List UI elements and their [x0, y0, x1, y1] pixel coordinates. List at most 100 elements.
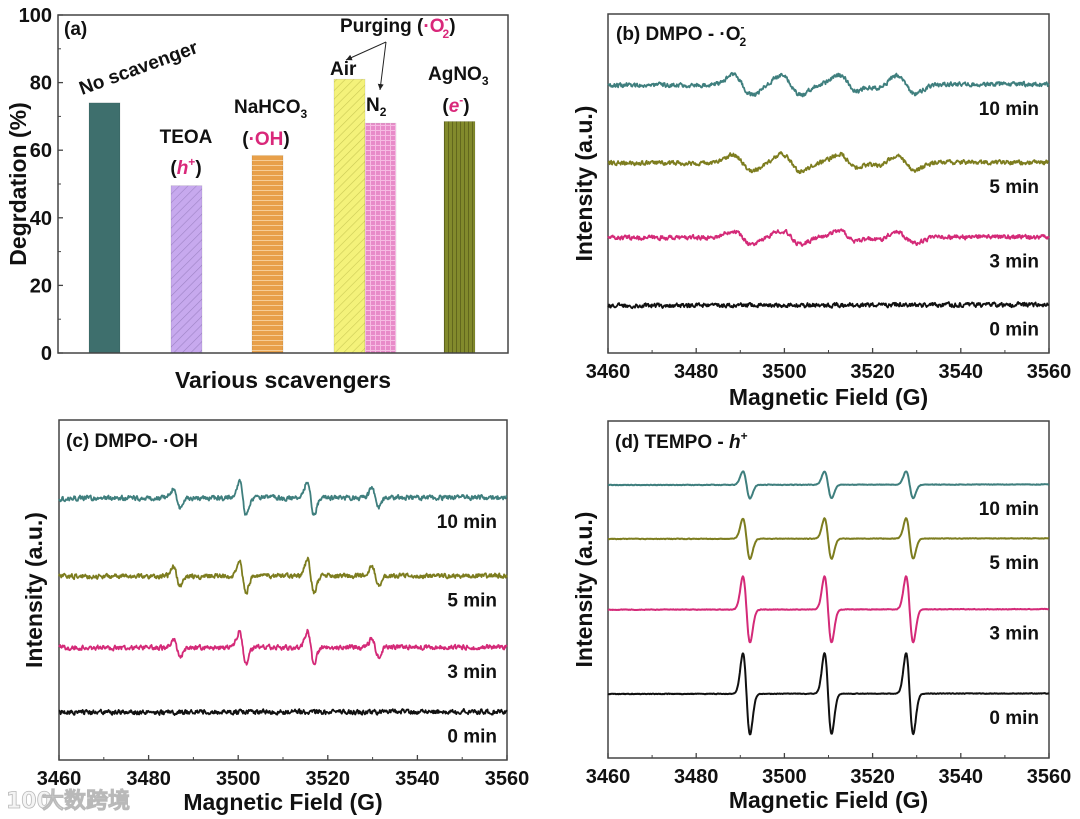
- spectrum-line: [58, 628, 508, 666]
- x-axis-title: Magnetic Field (G): [183, 789, 382, 815]
- y-axis-title: Degrdation (%): [5, 102, 31, 266]
- annotation-purging: Purging (·O-2): [340, 12, 456, 41]
- series-0-min: 0 min: [58, 708, 508, 747]
- spectrum-line: [607, 575, 1050, 644]
- spectrum-line: [607, 517, 1050, 560]
- x-tick-label: 3560: [485, 768, 530, 790]
- y-tick-label: 20: [30, 275, 52, 297]
- arrow-to-n2: [377, 41, 387, 91]
- series-3-min: 3 min: [607, 575, 1050, 645]
- series-label: 5 min: [989, 553, 1039, 574]
- bars: [88, 78, 476, 354]
- series-label: 5 min: [447, 590, 497, 611]
- series-5-min: 5 min: [607, 517, 1050, 574]
- y-axis-title: Intensity (a.u.): [571, 106, 597, 262]
- bar-n2: [364, 122, 397, 354]
- panel-label: (b) DMPO - ·O-2: [616, 20, 747, 49]
- x-tick-label: 3520: [850, 766, 895, 788]
- series-label: 3 min: [989, 252, 1039, 273]
- spectrum-line: [58, 478, 508, 516]
- x-tick-label: 3500: [216, 768, 261, 790]
- series-0-min: 0 min: [607, 301, 1050, 341]
- series-label: 10 min: [979, 99, 1039, 120]
- x-tick-label: 3560: [1027, 361, 1072, 383]
- watermark-logo: 100: [6, 789, 52, 814]
- annotation-teoa: TEOA: [160, 127, 213, 148]
- annotation-agno3-species: (e-): [442, 93, 469, 117]
- bar-fill: [88, 102, 121, 354]
- spectrum-line: [607, 301, 1050, 310]
- series-label: 0 min: [989, 320, 1039, 341]
- x-tick-label: 3460: [37, 768, 82, 790]
- series-label: 0 min: [989, 708, 1039, 729]
- y-ticks: 0 20 40 60 80 100: [19, 5, 63, 365]
- annotation-agno3: AgNO3: [428, 64, 489, 88]
- bar-air: [333, 78, 366, 354]
- spectrum-line: [607, 228, 1050, 247]
- y-tick-label: 0: [41, 343, 52, 365]
- x-tick-label: 3460: [586, 766, 631, 788]
- series-3-min: 3 min: [58, 628, 508, 683]
- series-5-min: 5 min: [58, 556, 508, 611]
- series-10-min: 10 min: [607, 71, 1050, 120]
- annotation-teoa-species: (h+): [170, 155, 201, 179]
- series-label: 3 min: [447, 662, 497, 683]
- y-axis-title: Intensity (a.u.): [21, 512, 47, 668]
- series-label: 0 min: [447, 726, 497, 747]
- plot-frame: [58, 419, 508, 761]
- spectrum-line: [607, 71, 1050, 98]
- series-label: 3 min: [989, 624, 1039, 645]
- panel-a-bar-chart: 0 20 40 60 80 100 (a) Degrdation (%) Various …: [5, 5, 509, 393]
- bar-agno3: [443, 121, 476, 354]
- bar-hatch: [252, 155, 283, 353]
- x-axis-title: Various scavengers: [175, 367, 391, 393]
- panel-label: (c) DMPO- ·OH: [66, 431, 198, 452]
- x-tick-label: 3480: [674, 361, 719, 383]
- series-label: 10 min: [979, 499, 1039, 520]
- panel-label: (a): [64, 19, 87, 40]
- x-tick-label: 3480: [126, 768, 171, 790]
- x-ticks: 3460 3480 3500 3520 3540 3560: [586, 753, 1072, 788]
- panel-d-epr-tempo-hole: (d) TEMPO - h+ 3460 3480 3500 3520 3540 3560 M…: [571, 420, 1072, 813]
- bar-hatch: [171, 185, 202, 353]
- annotation-nahco3: NaHCO3: [234, 97, 308, 121]
- bar-hatch: [334, 79, 365, 353]
- x-tick-label: 3520: [850, 361, 895, 383]
- annotation-no-scavenger: No scavenger: [77, 37, 202, 100]
- x-tick-label: 3500: [762, 766, 807, 788]
- spectrum-line: [607, 470, 1050, 500]
- bar-nahco3: [251, 154, 284, 354]
- annotation-air: Air: [330, 59, 357, 80]
- x-axis-title: Magnetic Field (G): [729, 787, 928, 813]
- spectrum-line: [58, 556, 508, 595]
- bar-hatch: [365, 123, 396, 353]
- arrow-to-air: [345, 41, 387, 61]
- bar-no-scavenger: [88, 102, 121, 354]
- series-label: 5 min: [989, 177, 1039, 198]
- series-label: 10 min: [437, 512, 497, 533]
- watermark: 100 大数跨境: [6, 788, 131, 815]
- x-tick-label: 3460: [586, 361, 631, 383]
- y-axis-title: Intensity (a.u.): [571, 512, 597, 668]
- annotation-nahco3-species: (·OH): [242, 129, 289, 150]
- panel-b-epr-dmpo-superoxide: (b) DMPO - ·O-2 3460 3480 3500 3520 3540 3560…: [571, 13, 1072, 410]
- y-tick-label: 40: [30, 208, 52, 230]
- x-tick-label: 3540: [939, 766, 984, 788]
- annotation-n2: N2: [366, 95, 387, 119]
- x-tick-label: 3560: [1027, 766, 1072, 788]
- x-tick-label: 3540: [395, 768, 440, 790]
- series-0-min: 0 min: [607, 652, 1050, 736]
- y-tick-label: 80: [30, 73, 52, 95]
- x-ticks: 3460 3480 3500 3520 3540 3560: [37, 755, 530, 790]
- panel-c-epr-dmpo-hydroxyl: (c) DMPO- ·OH 3460 3480 3500 3520 3540 3560 Ma…: [21, 419, 530, 815]
- x-ticks: 3460 3480 3500 3520 3540 3560: [586, 348, 1072, 383]
- series-10-min: 10 min: [58, 478, 508, 533]
- y-tick-label: 100: [19, 5, 52, 27]
- x-tick-label: 3520: [306, 768, 351, 790]
- watermark-text: 大数跨境: [42, 788, 130, 814]
- plot-frame: [607, 13, 1050, 354]
- x-tick-label: 3540: [939, 361, 984, 383]
- spectrum-line: [607, 652, 1050, 736]
- x-tick-label: 3480: [674, 766, 719, 788]
